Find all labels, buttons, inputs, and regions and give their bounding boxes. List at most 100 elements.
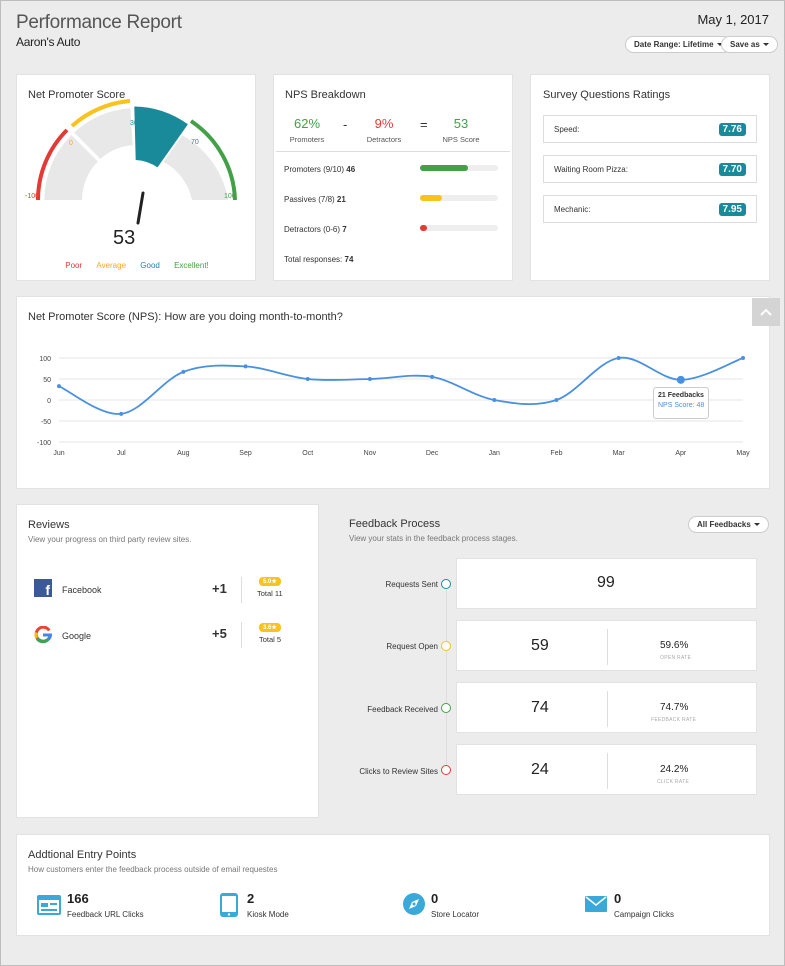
legend-poor: Poor (65, 261, 83, 270)
entry-label: Store Locator (431, 910, 480, 919)
detractors-pct: 9% (374, 116, 394, 131)
data-point[interactable] (243, 364, 248, 369)
business-name: Aaron's Auto (16, 35, 81, 49)
rating-tag: 5.0★ (259, 577, 281, 586)
survey-question: Mechanic: (554, 205, 591, 214)
stage-sub: FEEDBACK RATE (651, 717, 697, 723)
stage-value: 59 (531, 637, 549, 654)
data-point[interactable] (492, 398, 497, 402)
data-point[interactable] (430, 374, 435, 379)
date-range-button[interactable]: Date Range: Lifetime (625, 36, 732, 53)
data-point[interactable] (554, 398, 559, 402)
divider (607, 691, 608, 727)
data-points (57, 356, 745, 416)
row-count: 21 (336, 195, 346, 204)
survey-ratings-card: Survey Questions Ratings Speed: 7.76 Wait… (530, 74, 770, 281)
minus-sign: - (343, 117, 348, 132)
data-point[interactable] (367, 377, 372, 381)
stage-pct: 24.2% (660, 764, 689, 775)
reviews-card: Reviews View your progress on third part… (16, 504, 319, 818)
rating-badge: 7.76 (718, 123, 746, 136)
gauge-tick-label: 0 (69, 140, 73, 147)
row-label: Promoters (9/10) (284, 165, 345, 174)
total-value: 74 (344, 255, 354, 264)
x-tick-label: Jul (117, 450, 126, 457)
facebook-icon: f (34, 579, 52, 597)
browser-icon (37, 895, 61, 915)
legend-excellent: Excellent! (174, 261, 209, 270)
data-point[interactable] (119, 411, 124, 416)
data-point[interactable] (676, 375, 685, 384)
stage-value: 24 (531, 761, 549, 778)
legend-good: Good (140, 261, 160, 270)
rating-tag: 3.6★ (259, 623, 281, 632)
entry-desc: How customers enter the feedback process… (28, 865, 278, 874)
x-tick-label: Feb (550, 450, 562, 457)
row-count: 46 (346, 165, 356, 174)
gauge-title: Net Promoter Score (28, 89, 126, 101)
stage-sub: OPEN RATE (660, 655, 692, 661)
entry-points-card: Addtional Entry Points How customers ent… (16, 834, 770, 936)
date-range-label: Date Range: Lifetime (634, 40, 714, 49)
review-delta: +1 (212, 581, 227, 596)
promoters-bar-fill (420, 165, 469, 171)
x-tick-label: Sep (239, 450, 252, 457)
stage-sub: CLICK RATE (657, 779, 690, 785)
nps-trend-card: Net Promoter Score (NPS): How are you do… (16, 296, 770, 489)
gauge-arcs (36, 99, 237, 201)
envelope-icon (585, 896, 607, 912)
y-tick-label: -50 (41, 419, 51, 426)
entry-label: Campaign Clicks (614, 910, 675, 919)
survey-row[interactable]: Speed: 7.76 (543, 115, 757, 143)
nps-score-stat: 53 NPS Score (436, 116, 486, 144)
data-point[interactable] (616, 356, 621, 360)
save-as-button[interactable]: Save as (721, 36, 778, 53)
survey-row[interactable]: Mechanic: 7.95 (543, 195, 757, 223)
process-timeline (446, 590, 447, 772)
y-tick-label: 50 (43, 377, 51, 384)
data-point[interactable] (305, 377, 310, 381)
stage-value: 74 (531, 699, 549, 716)
x-tick-label: Dec (426, 450, 439, 457)
rating-badge: 7.95 (718, 203, 746, 216)
y-tick-label: 0 (47, 398, 51, 405)
x-tick-label: Aug (177, 450, 190, 457)
detractors-label: Detractors (366, 135, 402, 144)
gauge-sector-poor (44, 135, 98, 200)
entry-value: 0 (614, 891, 622, 906)
data-point[interactable] (741, 356, 745, 360)
x-tick-label: Jun (53, 450, 64, 457)
equals-sign: = (420, 117, 428, 132)
data-point[interactable] (57, 384, 61, 389)
stage-box-request-open: 59 59.6% OPEN RATE (456, 620, 757, 671)
survey-row[interactable]: Waiting Room Pizza: 7.70 (543, 155, 757, 183)
rating-badge: 7.70 (718, 163, 746, 176)
tooltip-value: NPS Score: 48 (658, 402, 705, 409)
stage-dot (441, 765, 451, 775)
entry-value: 2 (247, 891, 255, 906)
gauge-sector-good (134, 106, 188, 168)
review-site-name: Google (62, 631, 92, 641)
row-label: Detractors (0-6) (284, 225, 341, 234)
total-responses: Total responses: 74 (284, 255, 353, 264)
row-label: Passives (7/8) (284, 195, 335, 204)
gauge-ticks: -100 0 30 70 100 (25, 120, 236, 200)
nps-line-chart: 100 50 0 -50 -100 Jun Jul Aug Sep Oct Nov Dec Jan Fe… (37, 356, 750, 457)
passives-bar-fill (420, 195, 442, 201)
compass-icon (403, 893, 425, 915)
data-point[interactable] (181, 369, 186, 374)
breakdown-row-promoters: Promoters (9/10) 46 (284, 165, 355, 174)
save-as-label: Save as (730, 40, 760, 49)
review-total: Total 11 (257, 589, 283, 598)
divider (241, 622, 242, 648)
all-feedbacks-button[interactable]: All Feedbacks (688, 516, 769, 533)
chevron-down-icon (716, 43, 723, 47)
promoters-stat: 62% Promoters (282, 116, 332, 144)
gauge-arc-poor (36, 128, 69, 201)
chart-tooltip: 21 Feedbacks NPS Score: 48 (653, 387, 709, 419)
entry-value: 166 (67, 891, 89, 906)
scroll-top-button[interactable] (752, 298, 780, 326)
gauge-sector-excellent (163, 135, 229, 200)
stage-box-feedback-received: 74 74.7% FEEDBACK RATE (456, 682, 757, 733)
google-icon (34, 626, 52, 644)
